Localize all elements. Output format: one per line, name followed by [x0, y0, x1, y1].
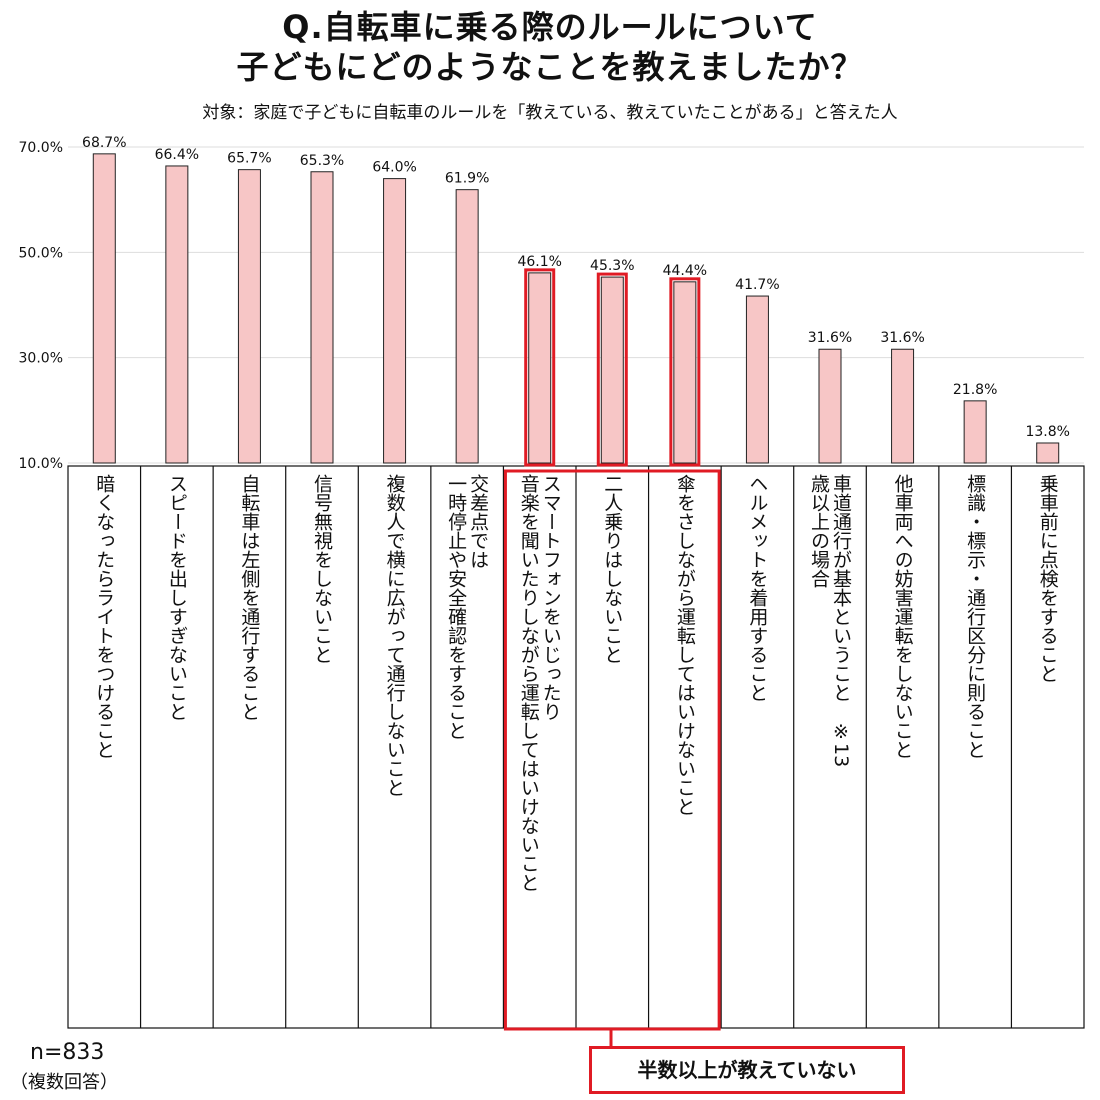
bar — [745, 295, 769, 464]
category-label: 一時停止や安全確認をすること — [445, 474, 467, 740]
bar — [600, 276, 624, 464]
bar — [310, 171, 334, 464]
bar — [673, 281, 697, 464]
category-label: 音楽を聞いたりしながら運転してはいけないこと — [518, 474, 540, 892]
value-label: 65.7% — [227, 151, 271, 167]
bar — [1036, 442, 1060, 464]
chart-title-line1: Q.自転車に乗る際のルールについて — [282, 8, 818, 46]
value-label: 31.6% — [880, 330, 924, 346]
y-tick-label: 70.0% — [19, 140, 63, 156]
highlight-bar-box — [596, 272, 628, 467]
value-label: 21.8% — [953, 382, 997, 398]
category-label: 車道通行が基本ということ ※13 — [830, 474, 852, 767]
bar — [455, 189, 479, 464]
value-label: 13.8% — [1025, 424, 1069, 440]
highlight-callout: 半数以上が教えていない — [589, 1046, 905, 1094]
value-label: 46.1% — [517, 254, 561, 270]
bar — [165, 165, 189, 464]
chart-subtitle: 対象：家庭で子どもに自転車のルールを「教えている、教えていたことがある」と答えた… — [202, 103, 898, 123]
value-label: 64.0% — [372, 160, 416, 176]
value-label: 45.3% — [590, 258, 634, 274]
category-label: 他車両への妨害運転をしないこと — [892, 474, 914, 759]
category-label: 二人乗りはしないこと — [601, 474, 623, 664]
highlight-bar-box — [669, 277, 701, 467]
answer-note: （複数回答） — [10, 1072, 118, 1093]
bar — [383, 178, 407, 464]
category-label: 自転車は左側を通行すること — [238, 474, 260, 721]
bar — [237, 169, 261, 464]
y-tick-label: 50.0% — [19, 245, 63, 261]
sample-size: n=833 — [30, 1040, 105, 1065]
value-label: 31.6% — [808, 330, 852, 346]
category-label: スマートフォンをいじったり — [540, 474, 562, 721]
value-label: 66.4% — [155, 147, 199, 163]
bar — [818, 348, 842, 464]
highlight-bar-box — [524, 268, 556, 467]
value-label: 68.7% — [82, 135, 126, 151]
category-label: 標識・標示・通行区分に則ること — [964, 474, 986, 759]
category-label: 歳以上の場合 — [808, 474, 830, 588]
value-label: 61.9% — [445, 171, 489, 187]
category-label: 複数人で横に広がって通行しないこと — [384, 474, 406, 797]
category-label: スピードを出しすぎないこと — [166, 474, 188, 721]
bar — [92, 153, 116, 464]
value-label: 65.3% — [300, 153, 344, 169]
value-label: 44.4% — [663, 263, 707, 279]
y-tick-label: 10.0% — [19, 456, 63, 472]
category-label: ヘルメットを着用すること — [746, 474, 768, 702]
chart-title-line2: 子どもにどのようなことを教えましたか？ — [236, 48, 864, 86]
bar — [891, 348, 915, 464]
y-tick-label: 30.0% — [19, 351, 63, 367]
category-label: 傘をさしながら運転してはいけないこと — [674, 474, 696, 816]
value-label: 41.7% — [735, 277, 779, 293]
bar — [963, 400, 987, 464]
category-label: 暗くなったらライトをつけること — [93, 474, 115, 759]
category-label: 交差点では — [467, 474, 489, 569]
category-label: 信号無視をしないこと — [311, 474, 333, 664]
bar — [528, 272, 552, 464]
category-label: 乗車前に点検をすること — [1037, 474, 1059, 683]
